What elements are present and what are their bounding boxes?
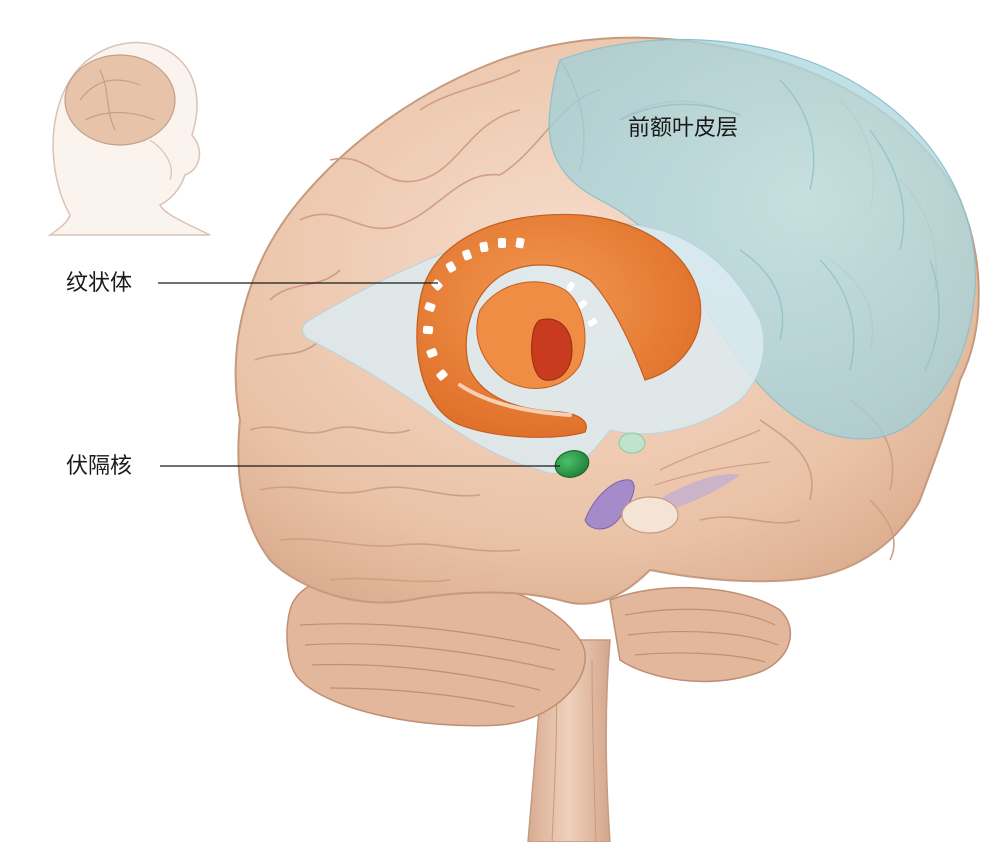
striatum xyxy=(416,213,702,438)
label-prefrontal-cortex: 前额叶皮层 xyxy=(628,116,739,141)
head-thumbnail xyxy=(47,41,211,236)
label-nucleus-accumbens: 伏隔核 xyxy=(66,454,133,479)
cerebellum xyxy=(286,569,791,727)
head-brain xyxy=(64,54,176,146)
pons xyxy=(621,496,679,534)
purple-structure xyxy=(584,479,635,530)
label-striatum: 纹状体 xyxy=(66,271,133,296)
small-structure xyxy=(618,432,646,454)
nucleus-accumbens xyxy=(554,450,590,478)
globus-pallidus xyxy=(531,318,573,381)
prefrontal-cortex-region xyxy=(548,38,976,440)
